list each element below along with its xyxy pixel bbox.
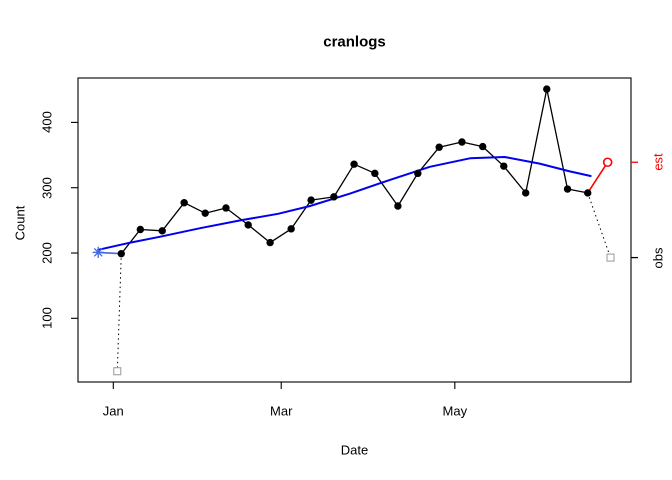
y-tick-label: 400 <box>39 111 55 134</box>
partial-obs-left-marker <box>113 367 122 376</box>
data-point <box>500 162 508 170</box>
x-tick-label: Mar <box>270 403 293 419</box>
right-axis-label-obs: obs <box>650 247 666 269</box>
series-estimate-link <box>586 161 609 194</box>
data-point <box>266 238 274 247</box>
partial-obs-right-marker <box>606 253 615 262</box>
data-point <box>180 199 188 207</box>
forecast-start-marker <box>93 251 99 257</box>
estimate-marker <box>602 157 613 168</box>
data-point <box>244 221 252 229</box>
x-axis-title: Date <box>340 442 369 458</box>
x-tick-label: Jan <box>102 403 124 419</box>
plot-box <box>77 77 632 383</box>
data-point <box>158 227 166 235</box>
series-partial-week-left-link <box>116 253 122 372</box>
y-tick-label: 300 <box>39 176 55 199</box>
data-point <box>201 209 209 217</box>
data-point <box>414 169 422 178</box>
data-point <box>458 138 466 146</box>
data-point <box>222 204 230 212</box>
forecast-start-marker <box>93 247 99 253</box>
data-point <box>287 225 295 233</box>
data-point <box>371 169 379 178</box>
forecast-start-marker <box>97 247 103 253</box>
data-point <box>584 189 592 197</box>
series-partial-week-right-link <box>587 192 611 258</box>
data-point <box>394 202 402 210</box>
data-point <box>563 185 572 193</box>
data-point <box>330 193 338 201</box>
series-observed-weekly <box>120 88 589 255</box>
y-tick-label: 100 <box>39 307 55 330</box>
x-tick-label: May <box>442 403 468 419</box>
data-point <box>307 196 315 204</box>
data-point <box>350 160 358 168</box>
data-point <box>435 143 443 151</box>
chart-title: cranlogs <box>323 33 386 51</box>
right-axis-label-est: est <box>650 153 666 171</box>
data-point <box>136 225 145 234</box>
y-axis-title: Count <box>12 205 28 241</box>
data-point <box>117 249 125 258</box>
y-tick-label: 200 <box>39 242 55 264</box>
data-point <box>543 85 551 93</box>
data-point <box>479 142 487 151</box>
series-loess-smooth <box>97 156 592 251</box>
data-point <box>521 189 530 197</box>
forecast-start-marker <box>97 251 103 257</box>
